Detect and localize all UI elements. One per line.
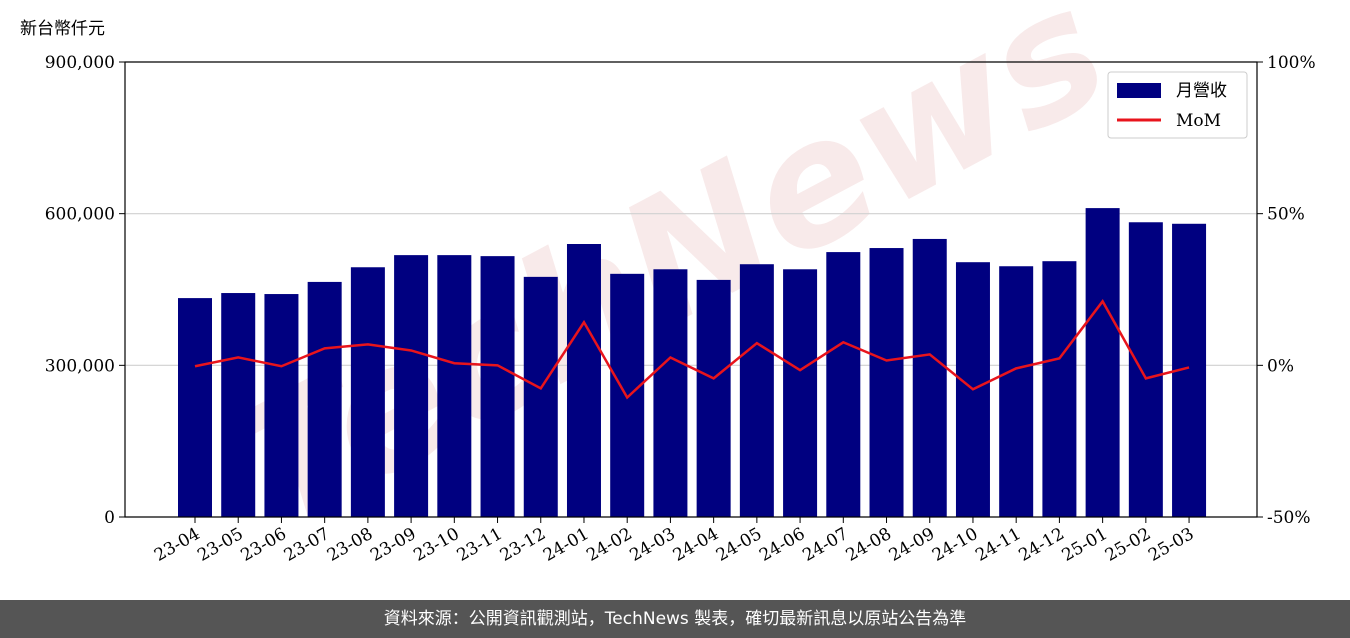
bar xyxy=(264,294,299,517)
x-tick-label: 24-05 xyxy=(713,524,765,566)
bar xyxy=(783,269,818,517)
y-axis-label: 新台幣仟元 xyxy=(20,19,105,39)
bar xyxy=(1085,208,1120,517)
x-tick-label: 24-06 xyxy=(756,524,808,566)
bar xyxy=(826,252,861,518)
x-tick-label: 23-11 xyxy=(454,524,506,566)
chart: 新台幣仟元 TechNews 0300,000600,000900,000-50… xyxy=(20,0,1316,568)
plot-frame xyxy=(124,61,1258,518)
bar xyxy=(696,279,731,517)
x-tick-label: 25-01 xyxy=(1059,524,1111,566)
bar xyxy=(869,248,904,518)
bar xyxy=(912,238,947,517)
y2-tick-label: 0% xyxy=(1267,356,1294,376)
footer: 資料來源：公開資訊觀測站，TechNews 製表，確切最新訊息以原站公告為準 xyxy=(0,600,1350,638)
x-tick-label: 23-09 xyxy=(367,524,419,566)
legend-label: 月營收 xyxy=(1176,81,1227,101)
bar xyxy=(307,281,342,517)
x-tick-label: 24-03 xyxy=(626,524,678,566)
y-tick-label: 900,000 xyxy=(45,53,115,73)
y2-tick-label: 50% xyxy=(1267,205,1305,225)
bar xyxy=(221,293,256,517)
x-tick-label: 24-10 xyxy=(929,524,981,566)
y-tick-label: 300,000 xyxy=(45,356,115,376)
line xyxy=(194,299,1190,400)
y-tick-label: 600,000 xyxy=(45,205,115,225)
bar xyxy=(653,269,688,517)
x-tick-label: 24-02 xyxy=(583,524,635,566)
x-tick-label: 23-06 xyxy=(237,524,289,566)
y-tick-label: 0 xyxy=(104,508,115,528)
x-tick-label: 23-12 xyxy=(497,524,549,566)
bar xyxy=(1042,261,1077,517)
bar xyxy=(480,256,515,517)
x-tick-label: 24-01 xyxy=(540,524,592,566)
bar xyxy=(739,264,774,517)
x-tick-label: 24-12 xyxy=(1015,524,1067,566)
x-tick-label: 24-07 xyxy=(799,524,851,566)
x-tick-label: 24-04 xyxy=(670,524,722,566)
x-tick-label: 24-09 xyxy=(886,524,938,566)
x-tick-label: 25-03 xyxy=(1145,524,1197,566)
y2-tick-label: 100% xyxy=(1267,53,1316,73)
x-tick-label: 24-11 xyxy=(972,524,1024,566)
x-tick-label: 24-08 xyxy=(843,524,895,566)
x-tick-label: 23-10 xyxy=(410,524,462,566)
legend-label: MoM xyxy=(1176,111,1221,131)
x-tick-label: 23-05 xyxy=(194,524,246,566)
y2-tick-label: -50% xyxy=(1267,508,1311,528)
bar xyxy=(437,255,472,517)
bar xyxy=(999,266,1034,517)
x-tick-label: 25-02 xyxy=(1102,524,1154,566)
legend-swatch xyxy=(1117,83,1161,98)
bar xyxy=(178,298,212,517)
bar xyxy=(350,267,385,517)
bar xyxy=(523,276,558,517)
x-tick-label: 23-04 xyxy=(151,524,203,566)
bar xyxy=(566,244,601,517)
bar xyxy=(1128,222,1163,517)
bar xyxy=(394,255,429,517)
